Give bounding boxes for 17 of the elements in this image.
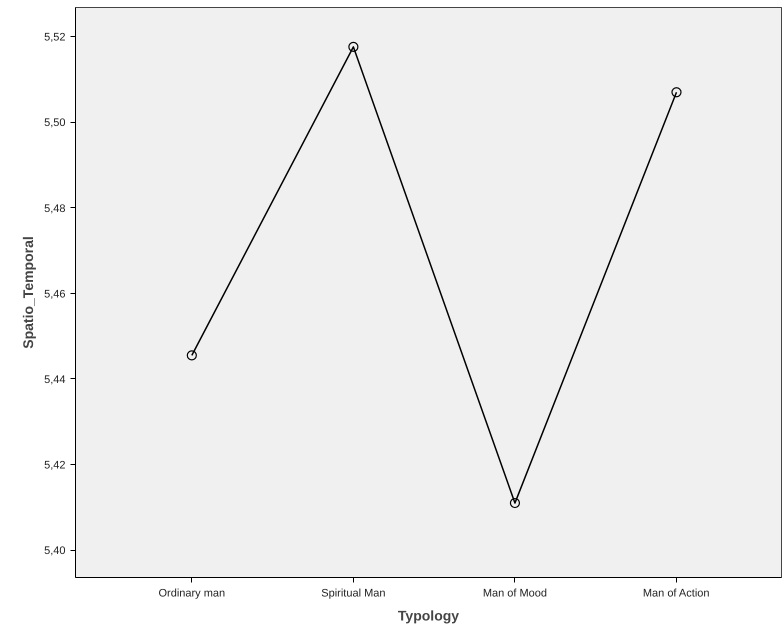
y-tick-label: 5,52 xyxy=(44,32,66,44)
x-axis-title: Typology xyxy=(398,608,460,624)
y-tick-label: 5,42 xyxy=(44,460,66,472)
x-tick-label: Spiritual Man xyxy=(321,588,386,600)
point xyxy=(348,42,358,52)
y-axis-title: Spatio_Temporal xyxy=(20,236,36,349)
x-tick-label: Man of Mood xyxy=(482,588,548,600)
x-tick-label: Ordinary man xyxy=(158,588,226,600)
point xyxy=(671,87,682,98)
y-tick-label: 5,48 xyxy=(44,202,66,215)
point xyxy=(510,498,520,508)
y-tick-label: 5,44 xyxy=(44,374,66,386)
y-tick-label: 5,50 xyxy=(44,117,66,130)
x-tick-label: Man of Action xyxy=(642,588,710,600)
point xyxy=(186,350,197,360)
y-tick-label: 5,40 xyxy=(44,545,66,558)
y-tick-label: 5,46 xyxy=(44,288,66,300)
